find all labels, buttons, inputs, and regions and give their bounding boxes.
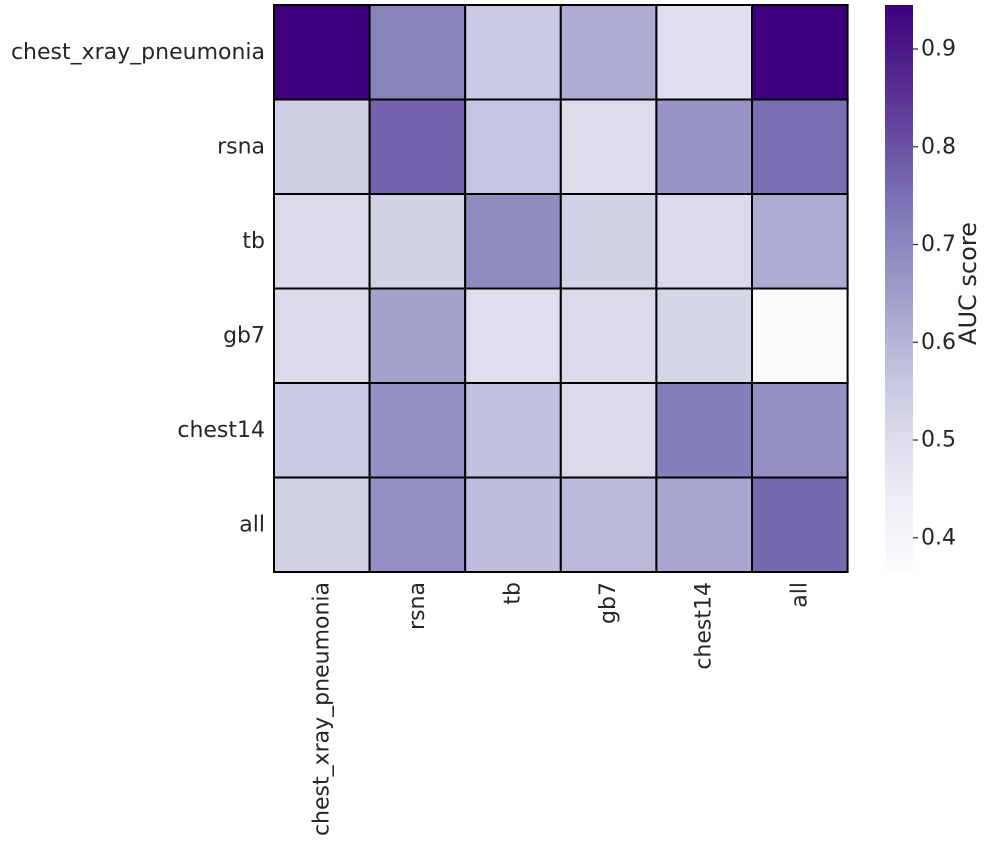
heatmap-cell [559,287,658,384]
column-tick-label: chest_xray_pneumonia [309,582,334,836]
column-tick-label: gb7 [596,582,621,624]
heatmap-cell [273,4,371,101]
heatmap-cell [464,98,562,195]
column-tick-label: rsna [405,582,430,630]
heatmap-cell [368,193,467,290]
column-tick-label: tb [501,582,526,605]
heatmap-cell [751,287,849,384]
column-tick-label: all [787,582,812,608]
colorbar-label: AUC score [954,222,982,345]
heatmap-cell [655,4,754,101]
colorbar: 0.4 0.5 0.6 0.7 0.8 0.9 AUC score [885,5,982,572]
heatmap-cell [368,476,467,573]
heatmap-cell [655,287,754,384]
heatmap-cell [751,193,849,290]
heatmap-cell [751,98,849,195]
row-tick-label: chest_xray_pneumonia [11,40,265,65]
row-tick-label: chest14 [177,418,265,443]
heatmap-cell [559,4,658,101]
heatmap-cell [273,287,371,384]
heatmap-cell [655,193,754,290]
heatmap-cell [464,382,562,479]
colorbar-tick-label: 0.5 [921,428,956,453]
heatmap-cell [368,382,467,479]
heatmap-cell [273,382,371,479]
heatmap-cell [751,476,849,573]
heatmap-cell [273,98,371,195]
colorbar-tick-label: 0.8 [921,134,956,159]
heatmap-cell [464,193,562,290]
colorbar-tick-label: 0.6 [921,330,956,355]
heatmap-cell [559,193,658,290]
heatmap-cell [751,4,849,101]
heatmap-cell [559,476,658,573]
heatmap-cell [655,98,754,195]
column-tick-label: chest14 [692,582,717,670]
colorbar-tick-label: 0.9 [921,36,956,61]
heatmap-cell [655,382,754,479]
heatmap-cell [273,193,371,290]
colorbar-gradient [885,5,913,572]
heatmap-cell [559,382,658,479]
heatmap-cell [368,287,467,384]
heatmap-cell [368,98,467,195]
heatmap-cell [559,98,658,195]
heatmap-cell [464,287,562,384]
heatmap-cell [751,382,849,479]
row-tick-label: tb [242,229,265,254]
row-tick-label: rsna [217,134,265,159]
heatmap-cell [368,4,467,101]
heatmap-cell [273,476,371,573]
heatmap-cells [273,4,849,573]
colorbar-tick-label: 0.7 [921,232,956,257]
heatmap-cell [464,476,562,573]
colorbar-tick-label: 0.4 [921,525,956,550]
heatmap-cell [655,476,754,573]
row-tick-label: all [239,512,265,537]
column-tick-labels: chest_xray_pneumonia rsna tb gb7 chest14 all [309,582,812,836]
row-tick-label: gb7 [223,323,265,348]
heatmap-cell [464,4,562,101]
